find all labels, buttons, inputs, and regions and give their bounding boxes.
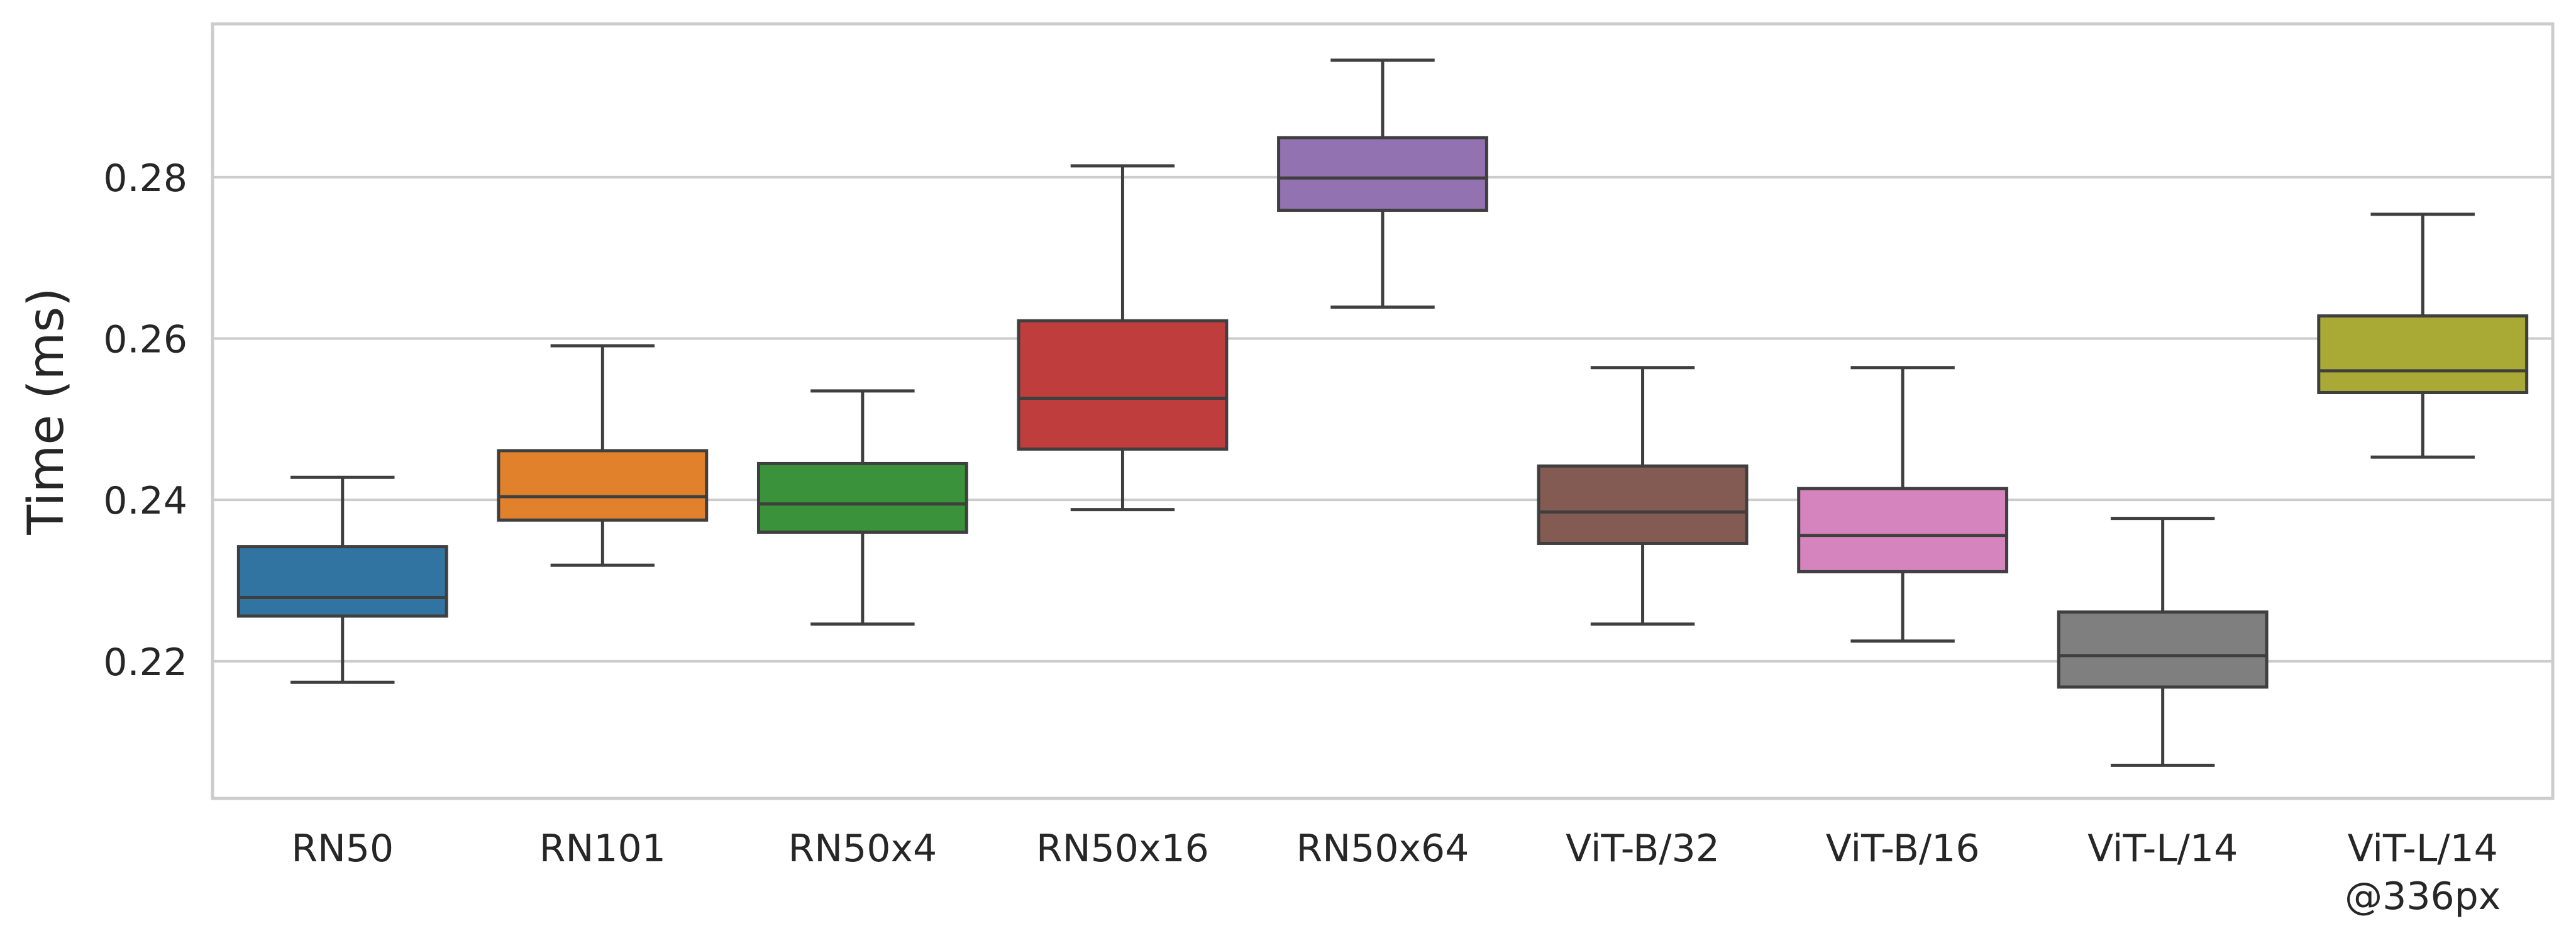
box-iqr bbox=[1277, 136, 1488, 212]
box-3 bbox=[756, 389, 968, 626]
x-tick-label: ViT-L/14 bbox=[2348, 827, 2498, 871]
x-tick-label: RN101 bbox=[539, 827, 666, 871]
x-tick-label: @336px bbox=[2345, 874, 2501, 918]
y-tick-label: 0.22 bbox=[103, 641, 187, 685]
plot-area-frame bbox=[211, 22, 2555, 800]
box-iqr bbox=[1797, 487, 2009, 573]
y-tick-label: 0.28 bbox=[103, 157, 187, 201]
box-iqr bbox=[236, 545, 448, 618]
box-iqr bbox=[2317, 314, 2529, 394]
x-tick-labels: RN50 RN101 RN50x4 RN50x16 RN50x64 ViT-B/32 ViT… bbox=[291, 827, 2501, 918]
box-9 bbox=[2317, 212, 2529, 459]
y-tick-label: 0.24 bbox=[103, 479, 187, 523]
box-8 bbox=[2057, 517, 2269, 767]
box-2 bbox=[497, 344, 709, 567]
box-iqr bbox=[2057, 610, 2269, 689]
box-6 bbox=[1537, 366, 1749, 626]
y-axis-title: Time (ms) bbox=[18, 287, 75, 535]
box-iqr bbox=[1537, 464, 1749, 545]
box-iqr bbox=[756, 461, 968, 534]
x-tick-label: RN50x64 bbox=[1296, 827, 1469, 871]
boxes bbox=[236, 58, 2529, 767]
y-tick-label: 0.26 bbox=[103, 318, 187, 362]
box-iqr bbox=[497, 449, 709, 522]
box-4 bbox=[1017, 164, 1229, 512]
x-tick-label: ViT-B/32 bbox=[1566, 827, 1720, 871]
x-tick-label: ViT-B/16 bbox=[1826, 827, 1980, 871]
x-tick-label: RN50x4 bbox=[788, 827, 937, 871]
box-1 bbox=[236, 475, 448, 684]
box-5 bbox=[1277, 58, 1488, 309]
x-tick-label: ViT-L/14 bbox=[2087, 827, 2238, 871]
box-iqr bbox=[1017, 319, 1229, 451]
x-tick-label: RN50 bbox=[291, 827, 394, 871]
y-tick-labels: 0.22 0.24 0.26 0.28 bbox=[103, 157, 187, 685]
x-tick-label: RN50x16 bbox=[1036, 827, 1209, 871]
box-7 bbox=[1797, 366, 2009, 643]
